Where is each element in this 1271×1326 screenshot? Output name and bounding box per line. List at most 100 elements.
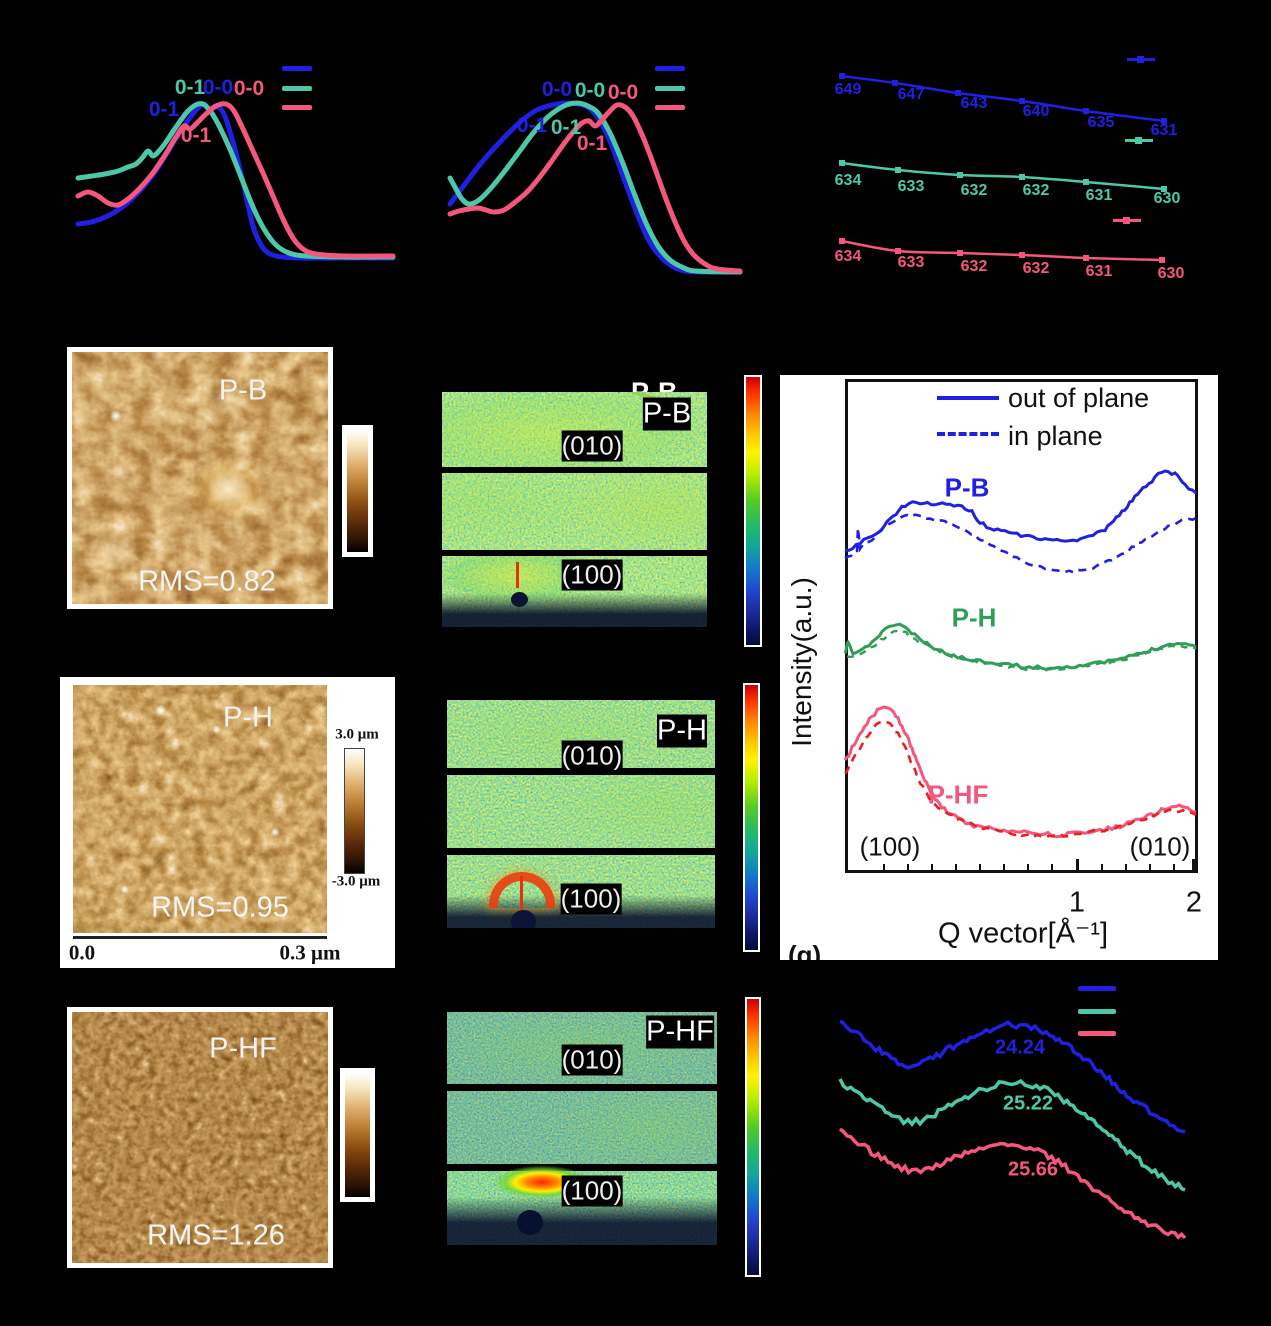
x-tick-minor [1027,864,1029,871]
x-tick-minor [1173,864,1175,871]
panel-a-peak-label-01-teal: 0-1 [174,76,206,99]
x-tick-minor [1003,864,1005,871]
data-point-marker [1083,179,1089,185]
panel-b-curve-ph [447,100,743,275]
panel-c-point-label: 631 [1085,263,1113,280]
data-point-marker [839,73,845,79]
afm-image-pb: P-B RMS=0.82 [67,347,333,609]
legend-label-out-of-plane: out of plane [1008,383,1150,413]
panel-b-curve-phf [447,102,743,274]
legend-label-in-plane: in plane [1008,421,1103,451]
panel-b-peak-label-00-teal: 0-0 [574,79,606,102]
giwaxs-ghost-label-wrap: P-B [631,377,689,392]
panel-c-point-label: 633 [897,178,925,195]
panel-c-line-pb [841,74,1165,123]
annotation-100: (100) [859,831,921,862]
afm-colorbar-ph [344,748,365,874]
data-point-marker [839,238,845,244]
panel-c-point-label: 647 [897,86,925,103]
giwaxs-beamstop [517,1210,543,1235]
afm-card-ph: P-H RMS=0.95 3.0 μm -3.0 μm 0.0 0.3 μm [60,677,395,968]
panel-c-point-label: 634 [834,172,862,189]
panel-a-legend-swatch-phf [282,105,312,110]
data-point-marker [1159,257,1165,263]
panel-c-legend-marker-phf [1113,217,1141,224]
giwaxs-100-label: (100) [561,559,623,591]
panel-c-point-label: 634 [834,248,862,265]
panel-c-point-label: 633 [897,254,925,271]
giwaxs-colorbar-ph [743,683,760,952]
panel-a-curve-pb [75,101,396,261]
giwaxs-specular-streak [516,562,519,588]
afm-bright-speck [212,725,221,734]
giwaxs-100-label: (100) [560,883,622,915]
panel-c-legend-marker-pb [1127,56,1155,63]
panel-c-point-label: 630 [1153,190,1181,207]
data-point-marker [895,167,901,173]
data-point-marker [1083,255,1089,261]
panel-b-legend-swatch-ph [655,86,685,91]
panel-a-curve-ph [75,101,396,260]
afm-colorbar-bottom-label: -3.0 μm [331,873,381,890]
panel-label-g: (g) [788,940,822,960]
giwaxs-colorbar-pb [744,375,762,647]
data-point-marker [957,172,963,178]
afm-colorbar-gradient [347,430,368,552]
panel-c-point-label: 632 [1022,182,1050,199]
afm-bright-patch [207,384,251,416]
x-tick-major [1076,859,1079,871]
afm-colorbar-gradient [345,1073,370,1197]
curve-label-phf: P-HF [927,779,989,810]
xrd-curve-phf [838,1127,1187,1240]
x-axis-label: Q vector[Å⁻¹] [937,917,1109,950]
panel-c-point-label: 632 [960,258,988,275]
x-tick-minor [907,864,909,871]
panel-b-peak-label-00-blue: 0-0 [541,78,573,101]
panel-c-point-label: 631 [1085,187,1113,204]
panel-b-peak-label-01-blue: 0-1 [516,114,548,137]
curve-label-ph: P-H [951,602,997,633]
panel-a-peak-label-00-pink: 0-0 [233,77,265,100]
data-point-marker [1019,252,1025,258]
afm-rms-value-phf: RMS=1.26 [147,1219,285,1252]
afm-image-phf: P-HF RMS=1.26 [67,1007,333,1268]
giwaxs-ghost-label-pb: P-B [631,377,678,392]
giwaxs-glow [447,1091,717,1164]
panel-b-curve-pb [447,100,743,275]
giwaxs-sample-label-ph: P-H [657,714,707,748]
x-tick-minor [883,864,885,871]
xrd-peak-label-phf: 25.66 [1007,1158,1059,1181]
panel-c-legend-square-phf [1123,217,1130,224]
afm-bright-speck [120,885,129,894]
panel-c-point-label: 632 [960,182,988,199]
afm-colorbar-pb [342,425,373,557]
panel-c-legend-marker-ph [1125,137,1153,144]
afm-colorbar-top-label: 3.0 μm [335,726,379,743]
panel-c-markers-pb [839,73,1167,124]
panel-b-peak-label-01-pink: 0-1 [576,132,608,155]
giwaxs-colorbar-gradient [746,377,760,645]
panel-b-legend-swatch-pb [655,66,685,71]
panel-c-line-ph [841,161,1165,191]
curve-label-pb: P-B [944,472,990,503]
afm-scale-left-label: 0.0 [68,940,96,965]
legend-line-dashed [937,432,999,436]
x-tick-minor [931,864,933,871]
giwaxs-colorbar-gradient [747,999,759,1275]
giwaxs-beamstop [511,910,536,928]
giwaxs-100-label: (100) [561,1175,623,1207]
panel-a-legend-swatch-ph [282,86,312,91]
panel-c-point-label: 635 [1087,114,1115,131]
afm-texture-ph [73,685,327,933]
x-tick-label-2: 2 [1185,886,1203,919]
panel-h-legend-swatch-phf [1078,1031,1116,1036]
panel-b-peak-label-00-pink: 0-0 [607,81,639,104]
giwaxs-colorbar-gradient [745,685,758,950]
y-axis-label: Intensity(a.u.) [786,577,817,747]
legend-line-solid [937,396,999,400]
afm-bright-patch [86,530,140,572]
linecut-plot-box [845,379,1198,873]
panel-b-legend-swatch-phf [655,105,685,110]
panel-a-peak-label-01-blue: 0-1 [148,98,180,121]
